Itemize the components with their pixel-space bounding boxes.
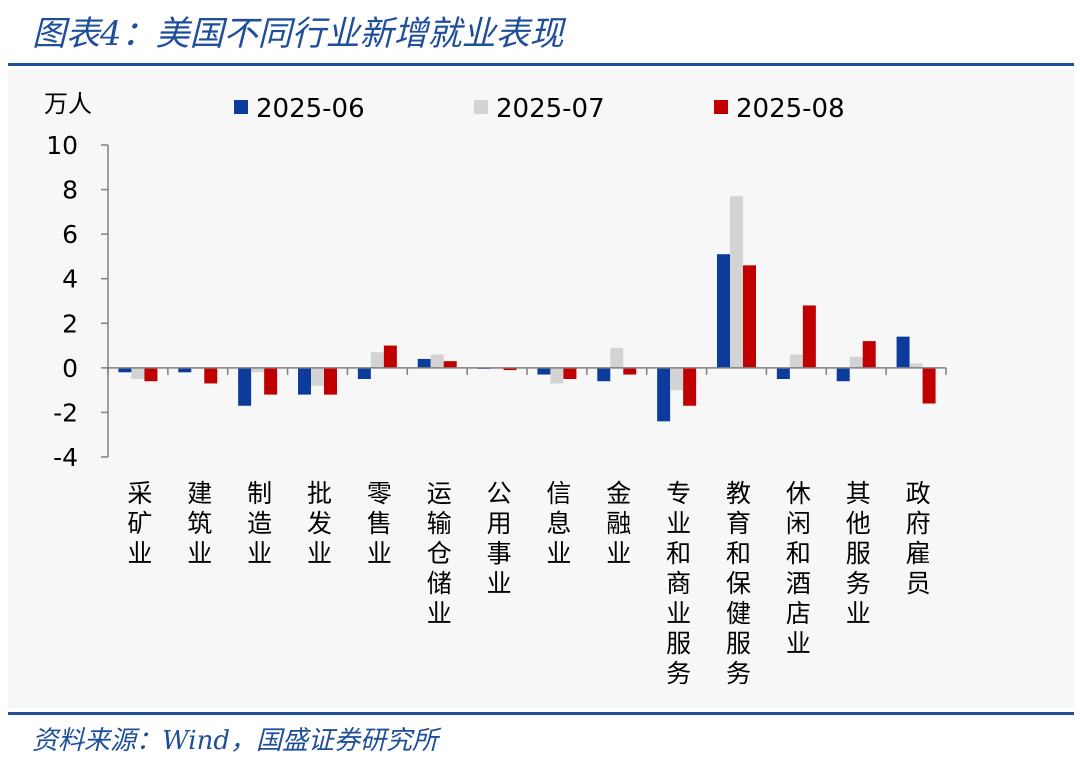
legend-swatch-2025-06 [234,100,248,114]
x-category-label: 零售业 [367,479,392,568]
bar-2025-06-1 [178,367,192,373]
y-tick-label: 6 [62,220,78,249]
x-category-label: 公用事业 [487,479,512,598]
y-tick-label: 2 [62,309,78,338]
title-divider [8,63,1074,66]
x-category-label: 制造业 [247,479,272,568]
source-note: 资料来源：Wind，国盛证券研究所 [32,726,438,756]
y-tick-label: 4 [62,265,78,294]
chart-panel: 10 8 6 4 2 0 -2 -4 万人采矿业 建筑业 制造业 批发业 零售业 运输仓储业 公用事业 信息业… [8,70,1074,708]
bar-2025-07-3 [311,367,324,386]
bar-2025-07-7 [550,367,564,384]
bar-2025-06-11 [776,367,790,379]
bar-2025-08-0 [144,367,158,382]
bar-2025-06-0 [118,367,132,373]
y-tick-label: -2 [53,398,78,427]
bar-2025-07-5 [430,354,444,368]
bar-2025-08-11 [802,305,816,368]
chart-title: 图表4：美国不同行业新增就业表现 [32,14,564,54]
x-category-label: 信息业 [546,479,571,568]
bar-2025-07-10 [730,196,743,368]
bar-2025-06-10 [717,254,730,368]
x-category-label: 金融业 [606,479,631,568]
bar-2025-06-2 [238,367,252,406]
bar-2025-08-12 [862,341,876,368]
bar-2025-07-8 [610,347,624,368]
bar-2025-07-9 [670,367,684,391]
y-tick-label: 10 [46,131,78,160]
x-category-label: 其他服务业 [846,479,871,628]
x-category-label: 专业和商业服务 [666,479,691,688]
x-category-label: 教育和保健服务 [726,479,751,688]
bar-2025-06-7 [537,367,551,375]
legend-label-2025-07: 2025-07 [496,94,605,124]
x-category-label: 休闲和酒店业 [786,479,811,658]
x-category-label: 批发业 [307,479,332,568]
y-tick-label: -4 [53,443,78,472]
bar-2025-08-1 [204,367,218,384]
bar-2025-06-12 [836,367,850,382]
bar-2025-07-0 [131,367,145,379]
x-category-label: 运输仓储业 [427,479,452,628]
y-tick-label: 8 [62,176,78,205]
bar-2025-06-13 [896,336,910,368]
bar-2025-08-10 [743,265,756,368]
x-category-label: 采矿业 [127,479,152,568]
bar-2025-08-3 [324,367,337,395]
bar-2025-06-3 [298,367,311,395]
bar-2025-07-13 [909,363,923,368]
y-tick-label: 0 [62,354,78,383]
bar-2025-08-5 [443,361,457,368]
bar-2025-06-9 [657,367,671,422]
bar-2025-08-9 [683,367,697,406]
bar-2025-06-4 [357,367,371,379]
bar-2025-07-11 [789,354,803,368]
bar-2025-07-4 [370,352,384,368]
y-axis-unit-label: 万人 [44,90,92,118]
bar-2025-08-13 [922,367,936,404]
legend-swatch-2025-07 [474,100,488,114]
bar-2025-08-7 [563,367,577,379]
legend-label-2025-08: 2025-08 [736,94,845,124]
bar-2025-08-2 [264,367,278,395]
legend-swatch-2025-08 [714,100,728,114]
bar-2025-08-8 [623,367,637,375]
x-category-label: 建筑业 [187,479,212,568]
bar-2025-06-8 [597,367,611,382]
bar-2025-07-2 [251,367,265,373]
legend-label-2025-06: 2025-06 [256,94,365,124]
bar-2025-08-4 [383,345,397,368]
bar-2025-07-12 [849,356,863,368]
bar-2025-08-6 [503,367,517,371]
x-category-label: 政府雇员 [906,479,931,598]
footer-divider [8,712,1074,715]
bar-2025-06-5 [417,358,431,368]
